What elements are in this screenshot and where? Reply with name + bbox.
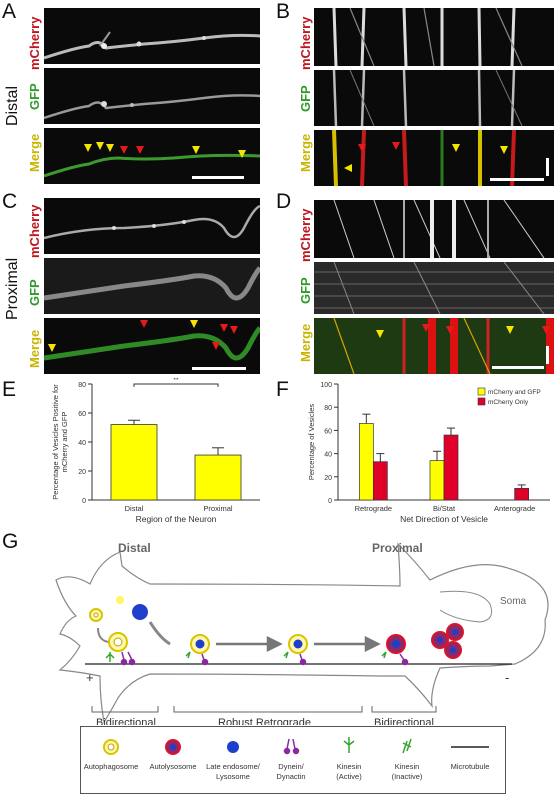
channel-label-merge: Merge [298, 133, 313, 172]
channel-label-mcherry: mCherry [298, 16, 313, 70]
plus-end-label: + [86, 670, 94, 685]
bar [429, 460, 445, 501]
micrograph-a-mcherry [44, 8, 260, 64]
diagram-legend: Autophagosome Autolysosome Late endosome… [80, 726, 506, 794]
autophagosome-icon [103, 739, 119, 755]
chart-e: 0 20 40 60 80 Distal Proximal ** Region of the N… [51, 378, 260, 524]
x-axis-label: Region of the Neuron [136, 514, 217, 524]
channel-label-gfp: GFP [27, 83, 42, 110]
y-tick-label: 0 [328, 498, 332, 505]
y-axis-label: Percentage of Vesicles [307, 404, 316, 481]
autolysosome [386, 634, 406, 654]
channel-label-merge: Merge [27, 133, 42, 172]
y-tick-label: 60 [78, 411, 86, 418]
x-tick-label: Retrograde [355, 504, 393, 513]
y-tick-label: 80 [324, 405, 332, 412]
zone-label: Bidirectional [374, 717, 434, 725]
zone-label: Bidirectional [96, 717, 156, 725]
legend-label: Autophagosome [84, 762, 139, 771]
y-tick-label: 20 [324, 475, 332, 482]
legend-label: (Active) [336, 772, 362, 781]
channel-label-mcherry: mCherry [27, 16, 42, 70]
y-axis-label: Percentage of Vesicles Positive formCher… [51, 384, 69, 500]
panel-label-f: F [276, 378, 289, 401]
channel-label-mcherry: mCherry [27, 204, 42, 258]
amphisome [288, 634, 308, 654]
kymograph-b-merge [314, 130, 554, 186]
legend-label: mCherry and GFP [488, 389, 541, 396]
bar [443, 434, 459, 501]
x-tick-label: Proximal [203, 504, 233, 513]
x-tick-label: Distal [125, 504, 144, 513]
panel-label-b: B [276, 0, 291, 23]
y-tick-label: 40 [324, 452, 332, 459]
significance-label: ** [173, 378, 179, 384]
panel-label-g: G [2, 530, 19, 553]
x-tick-label: Anterograde [494, 504, 535, 513]
micrograph-c-merge [44, 318, 260, 374]
autolysosome-icon [165, 739, 181, 755]
diagram-label-proximal: Proximal [372, 541, 423, 555]
dynein-icon [283, 738, 300, 755]
channel-label-gfp: GFP [27, 279, 42, 306]
legend-label: Autolysosome [149, 762, 196, 771]
legend-label: Kinesin [395, 762, 420, 771]
channel-label-mcherry: mCherry [298, 208, 313, 262]
region-label-distal: Distal [4, 85, 21, 126]
late-endosome-icon [227, 741, 239, 753]
kymograph-b-gfp [314, 70, 554, 126]
channel-label-merge: Merge [298, 323, 313, 362]
panel-label-d: D [276, 190, 292, 213]
micrograph-a-merge [44, 128, 260, 184]
bar [358, 423, 374, 501]
legend-swatch [477, 397, 486, 406]
kinesin-inactive-icon [402, 738, 412, 754]
micrograph-a-gfp [44, 68, 260, 124]
kymograph-b-mcherry [314, 8, 554, 66]
kymograph-d-merge [314, 318, 554, 374]
panel-label-e: E [2, 378, 17, 401]
minus-end-label: - [505, 670, 509, 685]
y-tick-label: 40 [78, 440, 86, 447]
bar [372, 461, 388, 501]
legend-label: Dynactin [276, 772, 305, 781]
micrograph-c-gfp [44, 258, 260, 314]
y-tick-label: 100 [320, 382, 332, 389]
amphisome [190, 634, 210, 654]
bar [514, 488, 530, 501]
significance-bracket [133, 383, 219, 387]
legend-label: (Inactive) [392, 772, 423, 781]
diagram-label-soma: Soma [500, 596, 527, 607]
region-label-proximal: Proximal [4, 257, 21, 320]
legend-label: Lysosome [216, 772, 250, 781]
y-tick-label: 80 [78, 382, 86, 389]
channel-label-gfp: GFP [298, 85, 313, 112]
kymograph-d-mcherry [314, 200, 554, 258]
neuron-diagram: Distal Proximal Soma + - Bidirectional R… [55, 541, 549, 725]
chart-f: 0 20 40 60 80 100 Retrograde Bi/Stat Anterograde… [307, 382, 550, 524]
x-tick-label: Bi/Stat [433, 504, 456, 513]
bar [110, 424, 158, 501]
legend-label: Late endosome/ [206, 762, 261, 771]
zone-label: Robust Retrograde [218, 717, 311, 725]
channel-label-merge: Merge [27, 329, 42, 368]
channel-label-gfp: GFP [298, 277, 313, 304]
micrograph-c-mcherry [44, 198, 260, 254]
bar [194, 454, 242, 501]
panel-label-a: A [2, 0, 17, 23]
kinesin-active-icon [343, 737, 355, 753]
legend-label: Kinesin [337, 762, 362, 771]
y-tick-label: 20 [78, 469, 86, 476]
legend-label: Microtubule [451, 762, 490, 771]
y-tick-label: 0 [82, 498, 86, 505]
y-tick-label: 60 [324, 428, 332, 435]
kymograph-d-gfp [314, 262, 554, 314]
late-endosome [132, 604, 148, 620]
x-axis-label: Net Direction of Vesicle [400, 514, 488, 524]
diagram-label-distal: Distal [118, 541, 151, 555]
panel-label-c: C [2, 190, 18, 213]
legend-label: Dynein/ [278, 762, 304, 771]
legend-swatch [477, 387, 486, 396]
legend-label: mCherry Only [488, 399, 529, 406]
